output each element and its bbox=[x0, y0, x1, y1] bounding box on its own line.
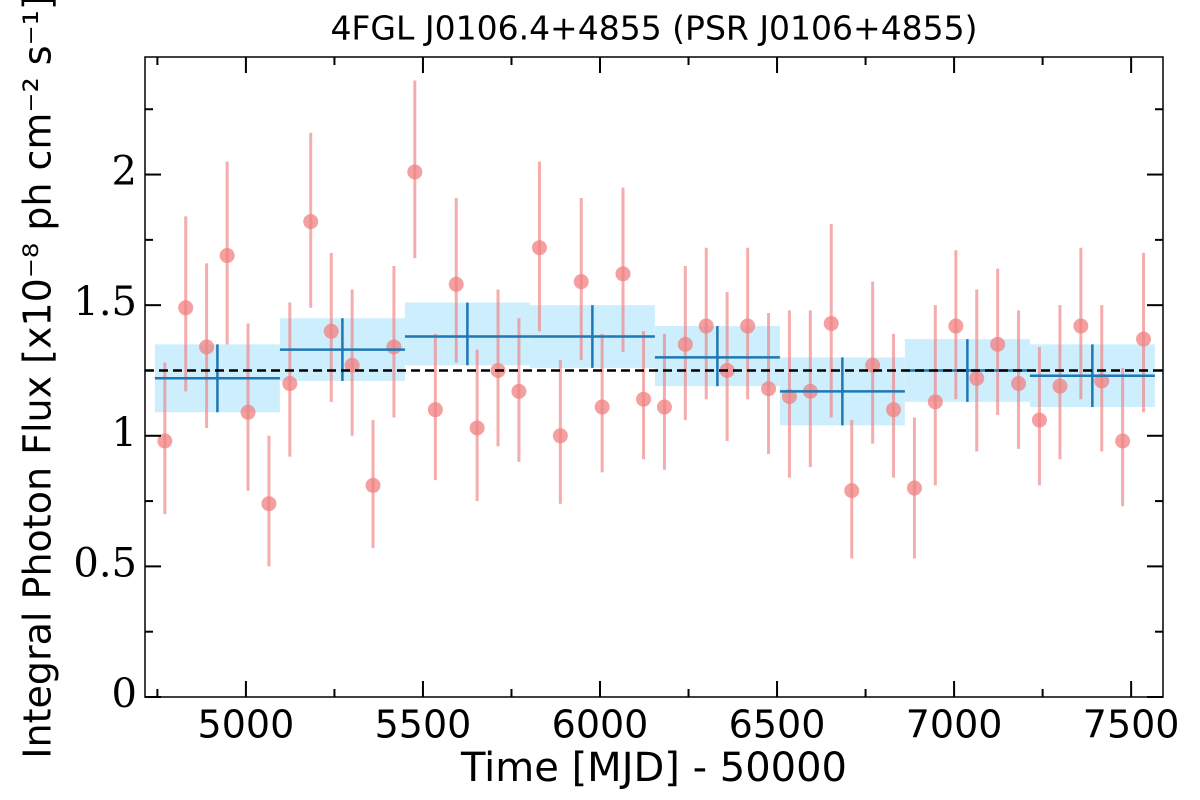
point bbox=[365, 477, 381, 493]
y-tick-label: 2 bbox=[112, 149, 137, 195]
point bbox=[927, 394, 943, 410]
y-axis-label: Integral Photon Flux [x10⁻⁸ ph cm⁻² s⁻¹] bbox=[16, 0, 60, 759]
point bbox=[823, 315, 839, 331]
point bbox=[261, 496, 277, 512]
x-tick-label: 6000 bbox=[552, 703, 649, 747]
point bbox=[448, 276, 464, 292]
point bbox=[740, 318, 756, 334]
x-tick-label: 7000 bbox=[906, 703, 1003, 747]
point bbox=[636, 391, 652, 407]
point bbox=[511, 383, 527, 399]
point bbox=[552, 428, 568, 444]
y-tick-label: 1.5 bbox=[73, 279, 137, 325]
x-tick-label: 6500 bbox=[729, 703, 826, 747]
point bbox=[1115, 433, 1131, 449]
x-axis-label: Time [MJD] - 50000 bbox=[460, 745, 847, 791]
point bbox=[990, 336, 1006, 352]
point bbox=[1011, 376, 1027, 392]
y-tick-label: 0.5 bbox=[73, 540, 137, 586]
point bbox=[469, 420, 485, 436]
point bbox=[219, 248, 235, 264]
point bbox=[1094, 373, 1110, 389]
point bbox=[1031, 412, 1047, 428]
point bbox=[886, 402, 902, 418]
point bbox=[1136, 331, 1152, 347]
x-tick-label: 7500 bbox=[1083, 703, 1180, 747]
point bbox=[761, 381, 777, 397]
point bbox=[906, 480, 922, 496]
point bbox=[615, 266, 631, 282]
point bbox=[948, 318, 964, 334]
point bbox=[407, 164, 423, 180]
point bbox=[323, 323, 339, 339]
point bbox=[157, 433, 173, 449]
point bbox=[178, 300, 194, 316]
point bbox=[656, 399, 672, 415]
chart-title: 4FGL J0106.4+4855 (PSR J0106+4855) bbox=[330, 9, 977, 48]
point bbox=[531, 240, 547, 256]
point bbox=[969, 370, 985, 386]
x-tick-label: 5000 bbox=[198, 703, 295, 747]
y-tick-label: 1 bbox=[112, 410, 137, 456]
point bbox=[1052, 378, 1068, 394]
point bbox=[573, 274, 589, 290]
point bbox=[1073, 318, 1089, 334]
point bbox=[781, 389, 797, 405]
plot-frame bbox=[144, 56, 1164, 698]
point bbox=[844, 483, 860, 499]
point bbox=[386, 339, 402, 355]
point bbox=[282, 376, 298, 392]
point bbox=[677, 336, 693, 352]
y-tick-label: 0 bbox=[112, 671, 137, 717]
point bbox=[240, 404, 256, 420]
point bbox=[303, 214, 319, 230]
point bbox=[344, 357, 360, 373]
point bbox=[199, 339, 215, 355]
point bbox=[594, 399, 610, 415]
point bbox=[865, 357, 881, 373]
point bbox=[427, 402, 443, 418]
x-tick-label: 5500 bbox=[375, 703, 472, 747]
point bbox=[698, 318, 714, 334]
